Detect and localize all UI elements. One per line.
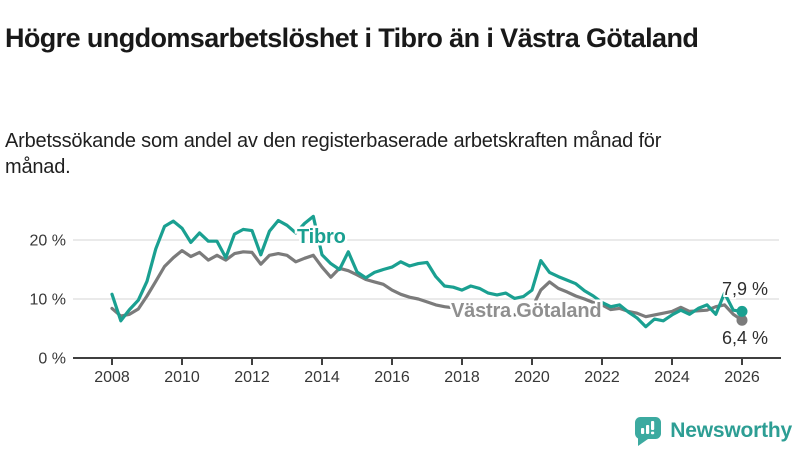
x-axis-tick-label: 2010 <box>164 369 200 386</box>
end-dot-västra-götaland <box>736 314 748 326</box>
y-axis-tick-label: 10 % <box>30 292 66 309</box>
x-axis-tick-label: 2026 <box>724 369 760 386</box>
x-axis-tick-label: 2016 <box>374 369 410 386</box>
x-axis-tick-label: 2014 <box>304 369 340 386</box>
x-axis-tick-label: 2018 <box>444 369 480 386</box>
series-label-västra-götaland: Västra Götaland <box>451 300 601 322</box>
series-label-tibro: Tibro <box>297 226 346 248</box>
end-value-label-västra-götaland: 6,4 % <box>722 328 768 348</box>
x-axis-tick-label: 2012 <box>234 369 270 386</box>
x-axis-tick-label: 2008 <box>94 369 130 386</box>
y-axis-tick-label: 0 % <box>38 351 66 368</box>
x-axis-tick-label: 2024 <box>654 369 690 386</box>
page-title: Högre ungdomsarbetslöshet i Tibro än i V… <box>5 23 699 54</box>
brand-name: Newsworthy <box>670 419 792 442</box>
chart-subtitle: Arbetssökande som andel av den registerb… <box>5 130 662 178</box>
newsworthy-speech-bubble-chart-icon <box>635 416 662 446</box>
x-axis-tick-label: 2022 <box>584 369 620 386</box>
newsworthy-branding: Newsworthy <box>634 414 792 448</box>
chart-canvas: 0 % 10 % 20 % 2008 2010 2012 2014 2016 2018 2020 2… <box>30 214 781 386</box>
end-dot-tibro <box>736 305 748 317</box>
line-chart: 0 % 10 % 20 % 2008 2010 2012 2014 2016 2018 2020 2… <box>0 180 800 405</box>
series-line-tibro <box>110 214 744 329</box>
end-value-label-tibro: 7,9 % <box>722 279 768 299</box>
y-axis-tick-label: 20 % <box>30 233 66 250</box>
x-axis-tick-label: 2020 <box>514 369 550 386</box>
series-line-västra-götaland <box>110 248 744 322</box>
